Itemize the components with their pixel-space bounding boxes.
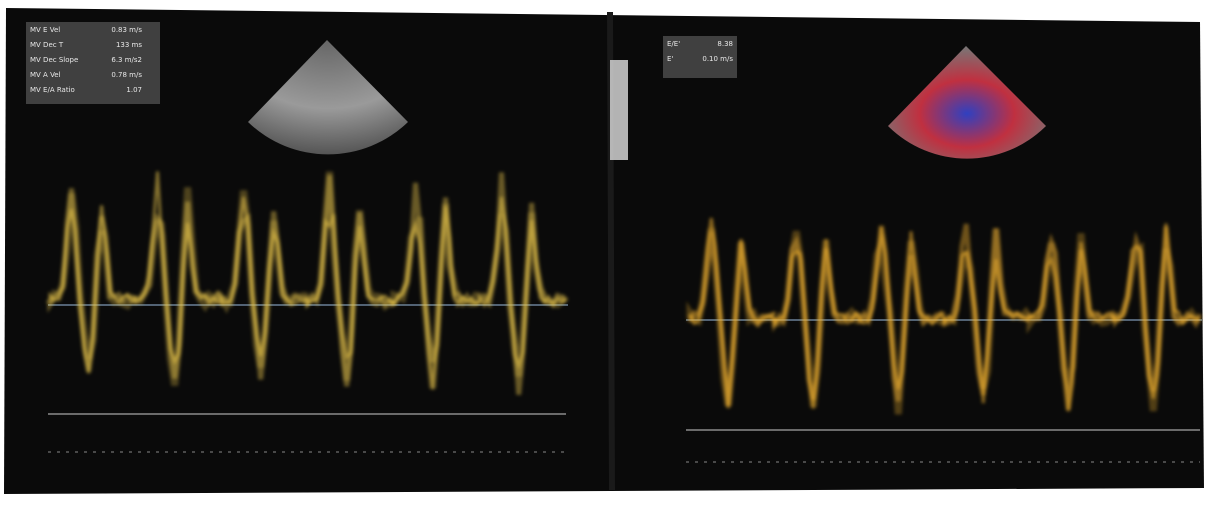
measurement-label: E': [667, 55, 673, 63]
2d-sector: [248, 40, 408, 155]
measurement-box: [663, 36, 737, 78]
measurement-label: E/E': [667, 40, 680, 48]
doppler-trace: [686, 228, 776, 407]
doppler-trace: [1111, 241, 1201, 412]
doppler-trace: [1026, 233, 1116, 397]
doppler-trace: [856, 232, 946, 415]
measurement-label: MV E Vel: [30, 26, 60, 34]
color-doppler-sector: [888, 46, 1046, 159]
doppler-trace: [46, 192, 138, 360]
measurement-value: 0.78 m/s: [111, 71, 142, 79]
doppler-trace: [476, 212, 569, 377]
measurement-value: 0.10 m/s: [702, 55, 733, 63]
measurement-value: 1.07: [126, 86, 142, 94]
measurement-value: 133 ms: [116, 41, 142, 49]
measurement-box: [26, 22, 160, 104]
doppler-trace: [390, 203, 481, 389]
doppler-trace: [771, 230, 861, 408]
measurement-value: 6.3 m/s2: [111, 56, 142, 64]
measurement-label: MV Dec T: [30, 41, 64, 49]
doppler-trace: [304, 171, 396, 382]
measurement-label: MV Dec Slope: [30, 56, 78, 64]
doppler-trace: [218, 190, 309, 368]
measurement-value: 0.83 m/s: [111, 26, 142, 34]
doppler-trace: [132, 187, 226, 387]
measurement-value: 8.38: [717, 40, 733, 48]
measurement-text: MV E Vel 0.83 m/s MV Dec T 133 ms MV Dec Slo…: [30, 26, 733, 94]
measurement-label: MV A Vel: [30, 71, 61, 79]
doppler-spectrum: [46, 171, 1203, 415]
measurement-label: MV E/A Ratio: [30, 86, 75, 94]
gray-scale-bar: [610, 60, 628, 160]
doppler-trace: [941, 228, 1033, 390]
